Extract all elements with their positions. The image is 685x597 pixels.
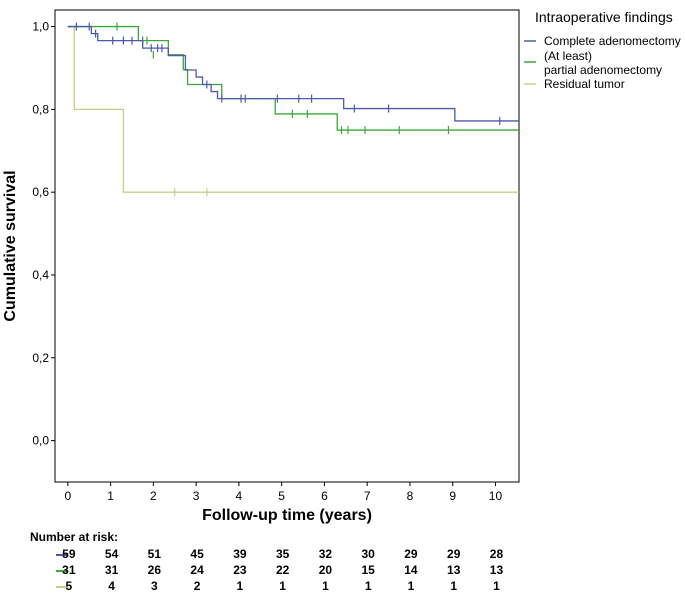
risk-cell: 31 [62, 563, 76, 577]
legend-title: Intraoperative findings [535, 9, 673, 25]
y-tick-label: 0,6 [32, 185, 49, 199]
number-at-risk-title: Number at risk: [30, 530, 119, 544]
x-tick-label: 4 [236, 489, 243, 503]
y-axis-title: Cumulative survival [2, 170, 19, 321]
risk-cell: 15 [361, 563, 375, 577]
risk-cell: 24 [190, 563, 204, 577]
risk-cell: 45 [190, 547, 204, 561]
risk-cell: 51 [147, 547, 162, 561]
legend-label: (At least) [544, 49, 592, 63]
x-tick-label: 10 [489, 489, 503, 503]
risk-cell: 13 [489, 563, 504, 577]
risk-row: 59 54 51 45 39 35 32 30 29 29 28 [0, 547, 685, 563]
risk-cell: 35 [275, 547, 290, 561]
x-tick-label: 3 [193, 489, 200, 503]
legend-label: partial adenomectomy [544, 63, 662, 77]
km-chart: 0,0 0,2 0,4 0,6 0,8 1,0 0 1 2 3 4 5 6 7 8 9 10 Follow-up … [2, 9, 681, 524]
risk-cell: 23 [233, 563, 247, 577]
risk-cell: 1 [493, 579, 500, 593]
x-tick-label: 0 [64, 489, 71, 503]
risk-cell: 32 [318, 547, 333, 561]
x-tick-label: 5 [278, 489, 285, 503]
y-tick-label: 1,0 [32, 20, 49, 34]
risk-row-swatch [56, 586, 68, 588]
y-tick-label: 0,4 [32, 268, 49, 282]
risk-cell: 1 [450, 579, 458, 593]
risk-row: 5 4 3 2 1 1 1 1 1 1 1 [0, 579, 685, 595]
risk-cell: 2 [193, 579, 201, 593]
risk-cell: 20 [318, 563, 333, 577]
risk-cell: 29 [447, 547, 461, 561]
x-tick-label: 8 [407, 489, 414, 503]
y-tick-label: 0,2 [32, 351, 49, 365]
survival-curve-1 [67, 25, 519, 131]
risk-cell: 4 [108, 579, 115, 593]
legend-label: Residual tumor [544, 77, 625, 91]
risk-row-swatch [56, 570, 68, 572]
risk-cell: 59 [62, 547, 76, 561]
risk-cell: 28 [489, 547, 504, 561]
risk-cell: 26 [147, 563, 162, 577]
risk-cell: 29 [404, 547, 418, 561]
x-tick-label: 7 [364, 489, 371, 503]
survival-curve-0 [67, 25, 519, 122]
risk-cell: 5 [65, 579, 73, 593]
y-tick-label: 0,8 [32, 102, 49, 116]
risk-row-swatch [56, 554, 68, 556]
risk-cell: 3 [151, 579, 158, 593]
survival-curve-2 [67, 25, 519, 193]
risk-cell: 22 [275, 563, 290, 577]
risk-cell: 30 [361, 547, 375, 561]
risk-cell: 31 [104, 563, 119, 577]
x-tick-label: 9 [449, 489, 456, 503]
legend-label: Complete adenomectomy [544, 34, 681, 48]
risk-cell: 39 [233, 547, 247, 561]
risk-cell: 1 [279, 579, 286, 593]
risk-cell: 1 [364, 579, 372, 593]
y-tick-label: 0,0 [32, 434, 49, 448]
x-tick-label: 1 [107, 489, 114, 503]
x-axis-title: Follow-up time (years) [202, 507, 372, 524]
risk-cell: 1 [236, 579, 244, 593]
risk-cell: 54 [104, 547, 119, 561]
risk-cell: 1 [322, 579, 329, 593]
risk-cell: 14 [404, 563, 418, 577]
x-tick-label: 6 [321, 489, 328, 503]
x-tick-label: 2 [150, 489, 157, 503]
risk-row: 31 31 26 24 23 22 20 15 14 13 13 [0, 563, 685, 579]
plot-frame [54, 9, 520, 483]
risk-cell: 1 [407, 579, 415, 593]
risk-cell: 13 [447, 563, 461, 577]
